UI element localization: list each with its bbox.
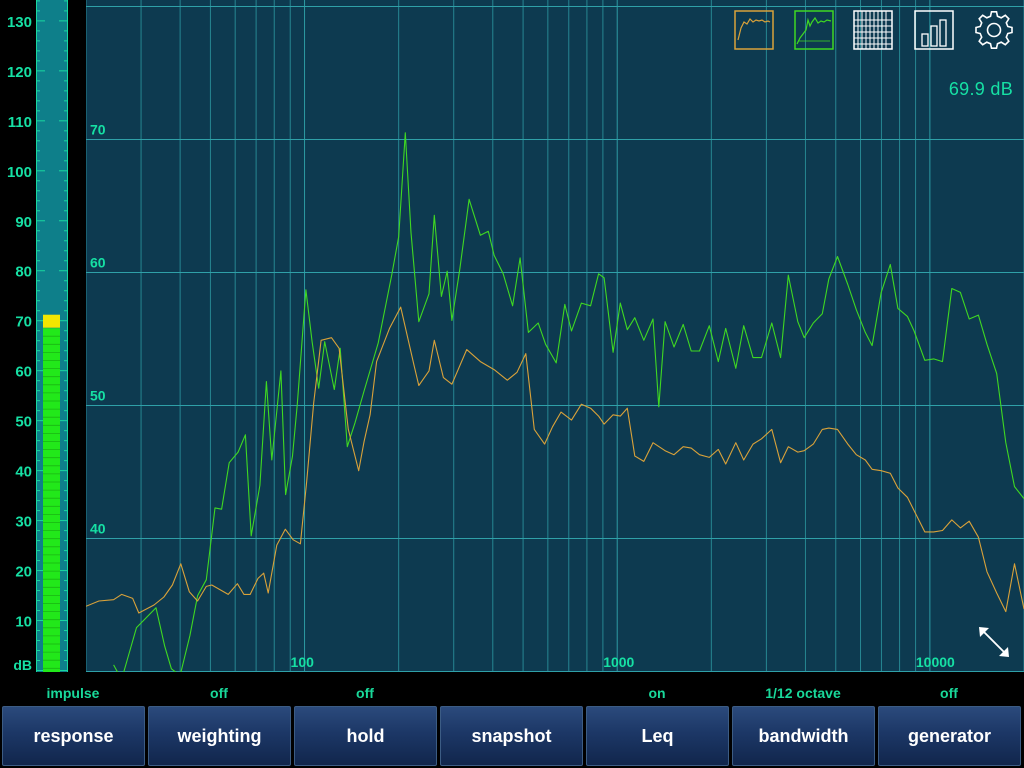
meter-peak-indicator xyxy=(43,314,60,328)
weighting-button[interactable]: weighting xyxy=(148,706,291,766)
meter-tick-label: 50 xyxy=(15,414,32,431)
spectrogram-icon[interactable] xyxy=(853,10,893,50)
meter-tick-label: 130 xyxy=(7,14,32,31)
meter-tick-label: 90 xyxy=(15,214,32,231)
leq-button[interactable]: Leq xyxy=(586,706,729,766)
snapshot-button[interactable]: snapshot xyxy=(440,706,583,766)
leq-status: on xyxy=(648,685,666,701)
x-tick-label: 10000 xyxy=(916,654,955,670)
spectrum-trace-green xyxy=(113,132,1024,672)
meter-tick-label: 10 xyxy=(15,614,32,631)
generator-button[interactable]: generator xyxy=(878,706,1021,766)
line-spectrum-icon[interactable] xyxy=(734,10,774,50)
y-tick-label: 50 xyxy=(90,388,106,404)
control-buttons: response weighting hold snapshot Leq ban… xyxy=(0,706,1024,768)
response-status: impulse xyxy=(46,685,100,701)
hold-status: off xyxy=(356,685,374,701)
meter-tick-label: 120 xyxy=(7,64,32,81)
status-row: impulse off off on 1/12 octave off xyxy=(0,672,1024,706)
meter-tick-label: 100 xyxy=(7,164,32,181)
meter-tick-label: 40 xyxy=(15,464,32,481)
meter-tick-label: 80 xyxy=(15,264,32,281)
bar-chart-icon[interactable] xyxy=(914,10,954,50)
y-tick-label: 70 xyxy=(90,122,106,138)
level-readout: 69.9 dB xyxy=(948,79,1013,99)
meter-tick-label: 70 xyxy=(15,314,32,331)
settings-gear-icon[interactable] xyxy=(974,10,1014,50)
meter-level-bar xyxy=(43,328,60,672)
weighting-status: off xyxy=(210,685,228,701)
spectrum-plot[interactable]: 40 50 60 70 100 1000 10000 xyxy=(86,0,1024,672)
meter-tick-label: 110 xyxy=(8,114,32,131)
y-tick-label: 60 xyxy=(90,255,106,271)
meter-scale: 130 120 110 100 90 80 70 60 50 40 30 20 10 dB xyxy=(7,0,68,672)
generator-status: off xyxy=(940,685,958,701)
spectrum-chart: 40 50 60 70 100 1000 10000 xyxy=(86,0,1024,672)
expand-icon[interactable] xyxy=(976,624,1012,660)
meter-tick-label: 30 xyxy=(15,514,32,531)
meter-tick-label: 20 xyxy=(15,564,32,581)
bandwidth-button[interactable]: bandwidth xyxy=(732,706,875,766)
bandwidth-status: 1/12 octave xyxy=(765,685,841,701)
grid xyxy=(86,0,1024,672)
level-meter: 130 120 110 100 90 80 70 60 50 40 30 20 10 dB xyxy=(0,0,86,672)
meter-tick-label: 60 xyxy=(15,364,32,381)
x-tick-label: 100 xyxy=(291,654,315,670)
y-tick-label: 40 xyxy=(90,521,106,537)
hold-button[interactable]: hold xyxy=(294,706,437,766)
response-button[interactable]: response xyxy=(2,706,145,766)
meter-unit-label: dB xyxy=(13,657,32,672)
filled-spectrum-icon[interactable] xyxy=(794,10,834,50)
x-tick-label: 1000 xyxy=(603,654,634,670)
spectrum-trace-orange xyxy=(86,306,1024,614)
